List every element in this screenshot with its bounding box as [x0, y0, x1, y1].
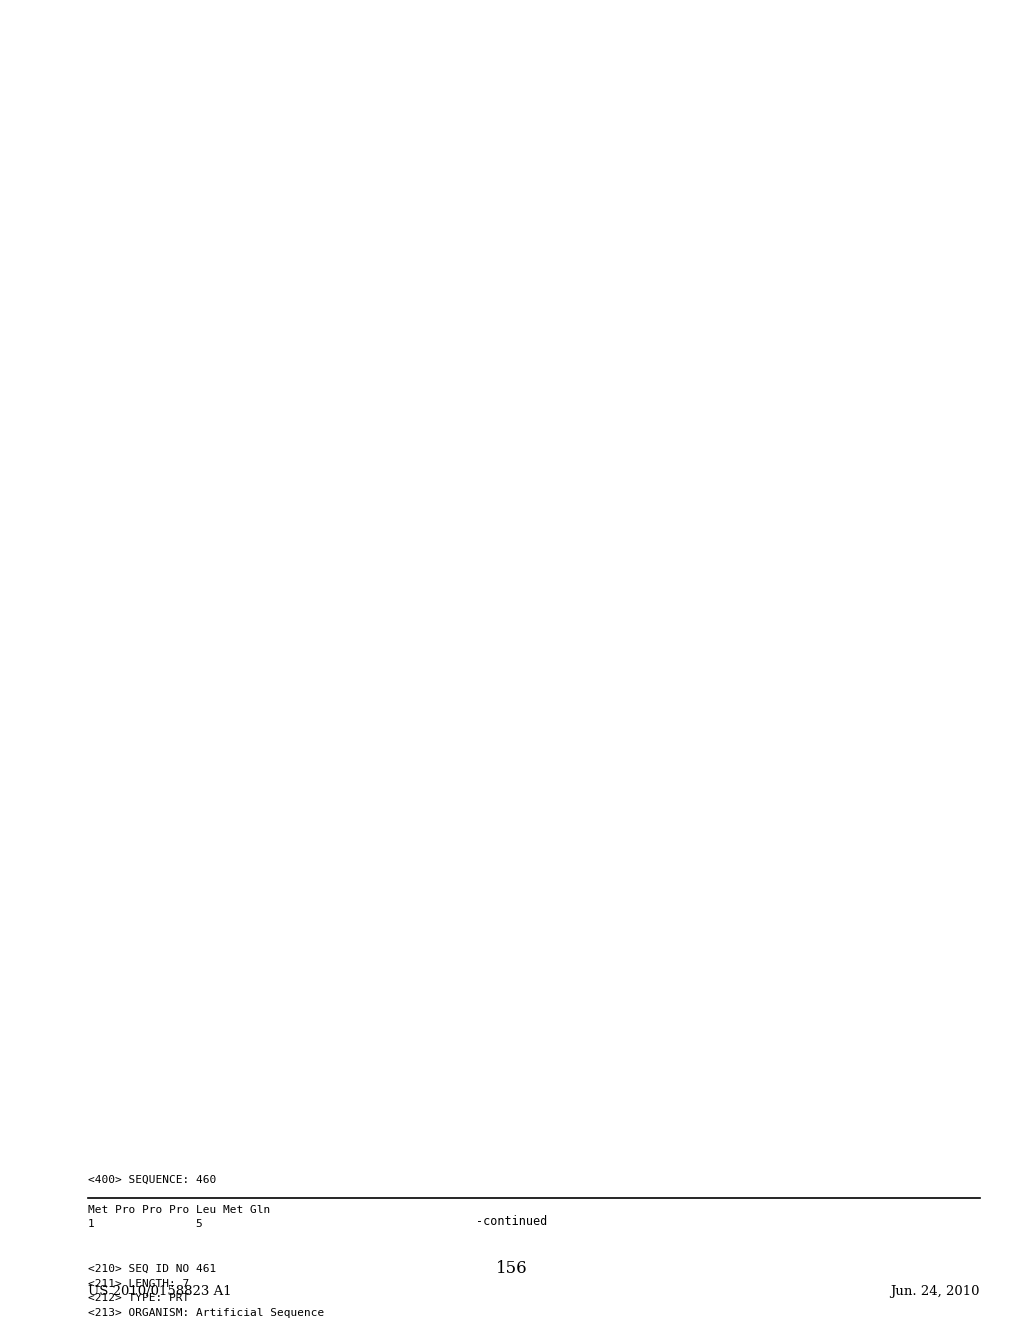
- Text: 1               5: 1 5: [88, 1220, 203, 1229]
- Text: 156: 156: [497, 1261, 527, 1276]
- Text: Met Pro Pro Pro Leu Met Gln: Met Pro Pro Pro Leu Met Gln: [88, 1205, 270, 1214]
- Text: US 2010/0158823 A1: US 2010/0158823 A1: [88, 1284, 231, 1298]
- Text: <400> SEQUENCE: 460: <400> SEQUENCE: 460: [88, 1175, 216, 1185]
- Text: <210> SEQ ID NO 461: <210> SEQ ID NO 461: [88, 1263, 216, 1274]
- Text: <213> ORGANISM: Artificial Sequence: <213> ORGANISM: Artificial Sequence: [88, 1308, 325, 1319]
- Text: <212> TYPE: PRT: <212> TYPE: PRT: [88, 1294, 189, 1303]
- Text: <211> LENGTH: 7: <211> LENGTH: 7: [88, 1279, 189, 1288]
- Text: Jun. 24, 2010: Jun. 24, 2010: [891, 1284, 980, 1298]
- Text: -continued: -continued: [476, 1214, 548, 1228]
